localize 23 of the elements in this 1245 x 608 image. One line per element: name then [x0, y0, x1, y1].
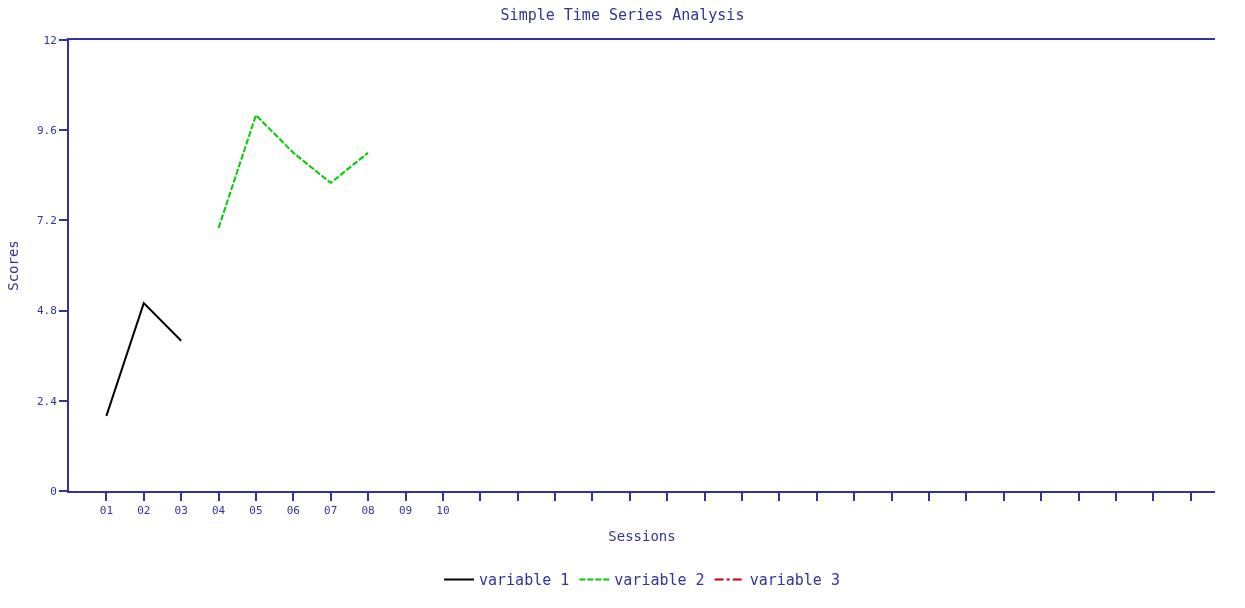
x-axis-title: Sessions [608, 528, 676, 544]
legend-label: variable 1 [479, 571, 570, 590]
x-tick-label: 04 [211, 504, 226, 518]
x-tick-label: 05 [249, 504, 263, 518]
x-tick-label: 10 [436, 504, 450, 518]
x-tick-label: 07 [324, 504, 338, 518]
y-tick-label: 2.4 [36, 394, 58, 408]
legend-label: variable 3 [749, 571, 840, 590]
chart-title: Simple Time Series Analysis [500, 5, 745, 24]
x-tick-label: 06 [286, 504, 300, 518]
x-tick-label: 01 [99, 504, 114, 518]
x-tick-label: 08 [361, 504, 375, 518]
y-tick-label: 12 [43, 33, 57, 47]
y-tick-label: 7.2 [36, 214, 57, 228]
y-axis-title: Scores [5, 240, 22, 291]
x-tick-label: 09 [398, 504, 413, 518]
y-tick-label: 0 [50, 484, 57, 498]
line-series [217, 114, 370, 229]
legend-label: variable 2 [614, 571, 705, 590]
y-tick-label: 9.6 [36, 124, 57, 138]
x-tick-label: 03 [174, 504, 188, 518]
x-tick-label: 02 [137, 504, 151, 518]
y-tick-label: 4.8 [36, 304, 57, 318]
